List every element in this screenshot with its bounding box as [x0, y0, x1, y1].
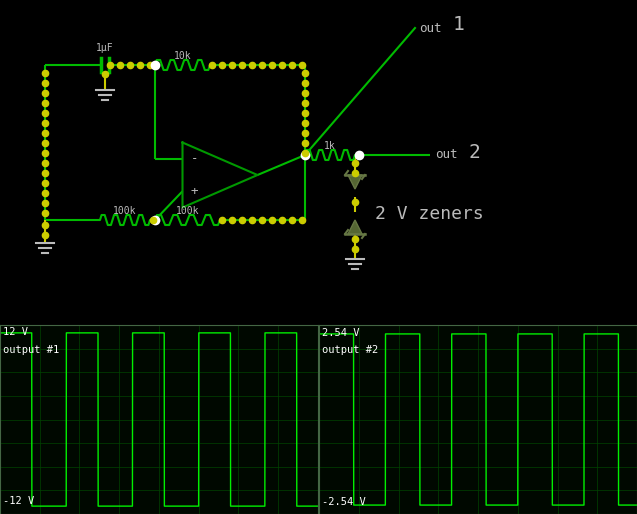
Text: out: out	[419, 22, 441, 34]
Text: 100k: 100k	[176, 206, 199, 216]
Text: 2.54 V: 2.54 V	[322, 327, 360, 338]
Text: -12 V: -12 V	[3, 496, 34, 506]
Text: out: out	[435, 149, 457, 161]
Text: 1k: 1k	[324, 141, 336, 151]
Text: -2.54 V: -2.54 V	[322, 497, 366, 507]
Text: 2 V zeners: 2 V zeners	[375, 205, 483, 223]
Polygon shape	[348, 220, 362, 234]
Text: -: -	[190, 152, 198, 165]
Text: 12 V: 12 V	[3, 326, 28, 337]
Text: +: +	[190, 185, 198, 198]
Text: 2: 2	[469, 142, 481, 161]
Text: 10k: 10k	[174, 51, 191, 61]
Polygon shape	[348, 175, 362, 189]
Text: 1: 1	[453, 15, 465, 34]
Text: output #1: output #1	[3, 345, 59, 355]
Text: 1µF: 1µF	[96, 43, 114, 53]
Text: output #2: output #2	[322, 345, 378, 355]
Text: 100k: 100k	[113, 206, 137, 216]
